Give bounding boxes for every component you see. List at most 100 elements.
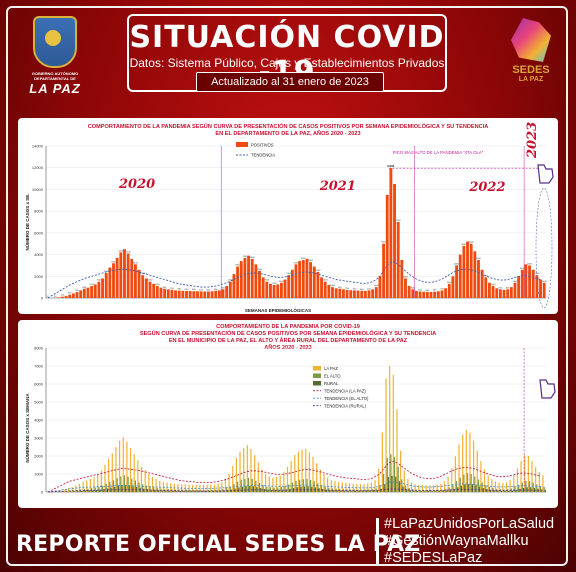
chart1-bar xyxy=(455,265,459,298)
chart2-bar-lapaz xyxy=(476,450,478,492)
chart2-bar-lapaz xyxy=(64,489,66,492)
chart1-bar xyxy=(112,263,115,298)
hashtag-2[interactable]: #GestiónWaynaMallku xyxy=(384,533,529,549)
chart1-bar xyxy=(206,291,210,298)
chart2-bar-lapaz xyxy=(535,466,537,492)
chart1-bar-data-label: 2100 xyxy=(140,273,146,275)
chart2-bar-lapaz xyxy=(159,480,161,492)
chart1-bar xyxy=(290,269,294,298)
hashtag-3[interactable]: #SEDESLaPaz xyxy=(384,550,483,566)
chart1-bar xyxy=(272,284,276,298)
chart2-bar-lapaz xyxy=(93,477,95,492)
chart2-bar-elalto xyxy=(277,487,279,492)
chart1-bar-data-label: 1000 xyxy=(330,285,336,287)
chart2-bar-lapaz xyxy=(330,480,332,492)
chart2-bar-rural xyxy=(307,486,309,492)
chart2-bar-rural xyxy=(311,486,313,492)
chart2-ytick-label: 1000 xyxy=(34,472,44,477)
chart1-bar xyxy=(378,276,382,298)
chart2-bar-elalto xyxy=(372,489,374,492)
chart2-bar-rural xyxy=(333,490,335,492)
chart2-bar-rural xyxy=(121,485,123,492)
chart2-bar-elalto xyxy=(142,484,144,492)
chart1-bar xyxy=(239,261,243,298)
chart1-bar xyxy=(433,291,437,298)
chart1-bar xyxy=(177,290,181,298)
chart2-bar-lapaz xyxy=(126,441,128,492)
chart2-bar-elalto xyxy=(182,489,184,492)
chart2-bar-rural xyxy=(95,490,98,492)
chart1-bar xyxy=(418,291,422,298)
chart1-bar-data-label: 2400 xyxy=(315,270,321,272)
chart2-bar-elalto xyxy=(145,485,147,492)
chart1-year-label: 2020 xyxy=(118,177,155,192)
chart2-bar-rural xyxy=(453,488,455,492)
chart2-bar-lapaz xyxy=(454,456,456,492)
chart1-bar xyxy=(535,275,539,298)
chart2-bar-lapaz xyxy=(129,447,132,492)
chart2-bar-rural xyxy=(212,491,214,492)
chart2-bar-elalto xyxy=(415,489,418,492)
chart2-bar-elalto xyxy=(185,489,188,492)
chart1-bar xyxy=(506,289,510,298)
chart2-bar-rural xyxy=(256,487,258,492)
chart1-peak-data-label: 11958 xyxy=(387,164,395,168)
chart1-bar xyxy=(327,284,331,298)
chart2-bar-rural xyxy=(508,490,510,492)
chart1-bar xyxy=(108,267,112,298)
chart2-bar-lapaz xyxy=(487,475,489,492)
chart2-bar-rural xyxy=(468,483,470,492)
chart1-bar-data-label: 550 xyxy=(75,290,79,292)
chart1-bar xyxy=(334,288,338,298)
chart2-bar-rural xyxy=(249,485,251,492)
chart1-bar xyxy=(473,251,477,298)
chart2-bar-elalto xyxy=(233,484,235,492)
chart1-bar xyxy=(404,278,407,298)
chart1-bar xyxy=(199,291,203,298)
chart1-bar-data-label: 2100 xyxy=(534,273,540,275)
chart2-bar-lapaz xyxy=(374,480,376,492)
chart2-bar-rural xyxy=(92,490,94,492)
chart2-bar-elalto xyxy=(94,487,96,492)
chart2-bar-elalto xyxy=(463,474,465,492)
chart1-bar xyxy=(126,253,130,298)
chart1-bar-data-label: 1500 xyxy=(264,280,270,282)
chart1-bar-data-label: 1400 xyxy=(542,281,548,283)
chart2-bar-elalto xyxy=(295,480,297,492)
chart2-bar-rural xyxy=(406,489,408,492)
chart2-bar-rural xyxy=(336,490,338,492)
chart2-bar-elalto xyxy=(459,477,461,492)
chart1-ytick-label: 6000 xyxy=(34,230,44,235)
chart1-bar-data-label: 800 xyxy=(411,287,415,289)
chart2-bar-lapaz xyxy=(458,444,460,492)
chart2-bar-lapaz xyxy=(410,482,413,492)
chart1-bar xyxy=(422,291,426,298)
chart1-ytick-label: 2000 xyxy=(34,274,44,279)
chart1-bar-data-label: 2900 xyxy=(235,265,241,267)
chart1-bar-data-label: 11958 xyxy=(388,166,395,168)
chart2-bar-lapaz xyxy=(67,488,70,492)
chart1-bar xyxy=(484,277,488,298)
chart1-bar-data-label: 5000 xyxy=(381,242,387,244)
chart2-bar-lapaz xyxy=(286,466,289,492)
chart1-bar-data-label: 580 xyxy=(433,290,437,292)
chart1-year-label: 2023 xyxy=(525,122,540,159)
chart2-bar-elalto xyxy=(364,489,366,492)
chart2-bar-rural xyxy=(278,490,280,492)
chart1-bar xyxy=(520,269,524,298)
chart2-bar-rural xyxy=(431,491,433,492)
chart-panel-municipalities: COMPORTAMIENTO DE LA PANDEMIA POR COVID-… xyxy=(18,320,558,508)
chart2-bar-lapaz xyxy=(400,450,402,492)
hashtag-1[interactable]: #LaPazUnidosPorLaSalud xyxy=(384,516,555,532)
chart2-bar-lapaz xyxy=(122,437,124,492)
chart2-bar-elalto xyxy=(196,489,199,492)
chart2-bar-lapaz xyxy=(378,468,380,492)
chart2-bar-lapaz xyxy=(148,474,150,492)
chart2-bar-rural xyxy=(479,486,481,492)
hand-pointer-icon xyxy=(539,379,556,399)
chart2-bar-lapaz xyxy=(447,476,449,492)
chart1-bar xyxy=(400,260,404,298)
chart1-bar xyxy=(287,275,291,298)
chart2-legend-label: TENDENCIA (EL ALTO) xyxy=(324,396,369,401)
chart1-bar xyxy=(488,282,491,298)
